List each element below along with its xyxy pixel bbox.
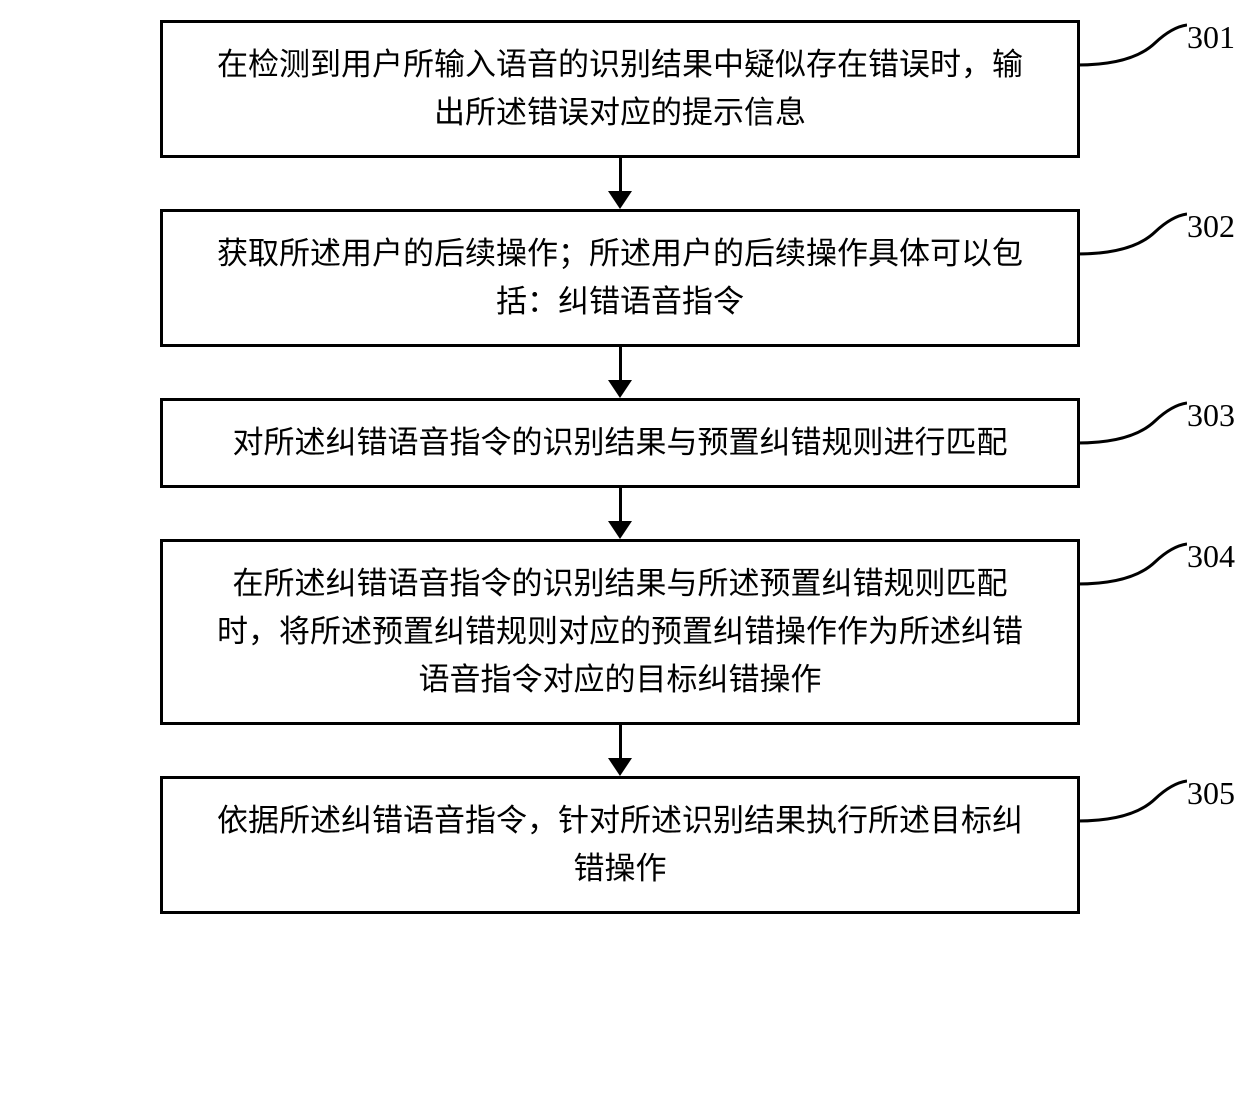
step-text: 获取所述用户的后续操作；所述用户的后续操作具体可以包括：纠错语音指令 [203,230,1037,326]
flow-connector [619,158,622,192]
label-connector-curve [1077,399,1187,445]
step-text: 在检测到用户所输入语音的识别结果中疑似存在错误时，输出所述错误对应的提示信息 [203,41,1037,137]
arrow-icon [608,521,632,539]
step-box-302: 获取所述用户的后续操作；所述用户的后续操作具体可以包括：纠错语音指令 302 [160,209,1080,347]
step-label-303: 303 [1077,391,1235,445]
step-text: 在所述纠错语音指令的识别结果与所述预置纠错规则匹配时，将所述预置纠错规则对应的预… [203,560,1037,704]
step-label-304: 304 [1077,532,1235,586]
step-text: 依据所述纠错语音指令，针对所述识别结果执行所述目标纠错操作 [203,797,1037,893]
flow-connector [619,347,622,381]
step-number: 303 [1187,391,1235,445]
step-number: 302 [1187,202,1235,256]
flow-connector [619,725,622,759]
label-connector-curve [1077,21,1187,67]
step-text: 对所述纠错语音指令的识别结果与预置纠错规则进行匹配 [203,419,1037,467]
step-box-304: 在所述纠错语音指令的识别结果与所述预置纠错规则匹配时，将所述预置纠错规则对应的预… [160,539,1080,725]
label-connector-curve [1077,540,1187,586]
step-box-303: 对所述纠错语音指令的识别结果与预置纠错规则进行匹配 303 [160,398,1080,488]
step-number: 305 [1187,769,1235,823]
arrow-icon [608,758,632,776]
step-number: 304 [1187,532,1235,586]
step-label-301: 301 [1077,13,1235,67]
arrow-icon [608,380,632,398]
label-connector-curve [1077,210,1187,256]
step-number: 301 [1187,13,1235,67]
arrow-icon [608,191,632,209]
step-label-302: 302 [1077,202,1235,256]
flowchart-container: 在检测到用户所输入语音的识别结果中疑似存在错误时，输出所述错误对应的提示信息 3… [70,20,1170,914]
label-connector-curve [1077,777,1187,823]
step-box-305: 依据所述纠错语音指令，针对所述识别结果执行所述目标纠错操作 305 [160,776,1080,914]
step-box-301: 在检测到用户所输入语音的识别结果中疑似存在错误时，输出所述错误对应的提示信息 3… [160,20,1080,158]
step-label-305: 305 [1077,769,1235,823]
flow-connector [619,488,622,522]
